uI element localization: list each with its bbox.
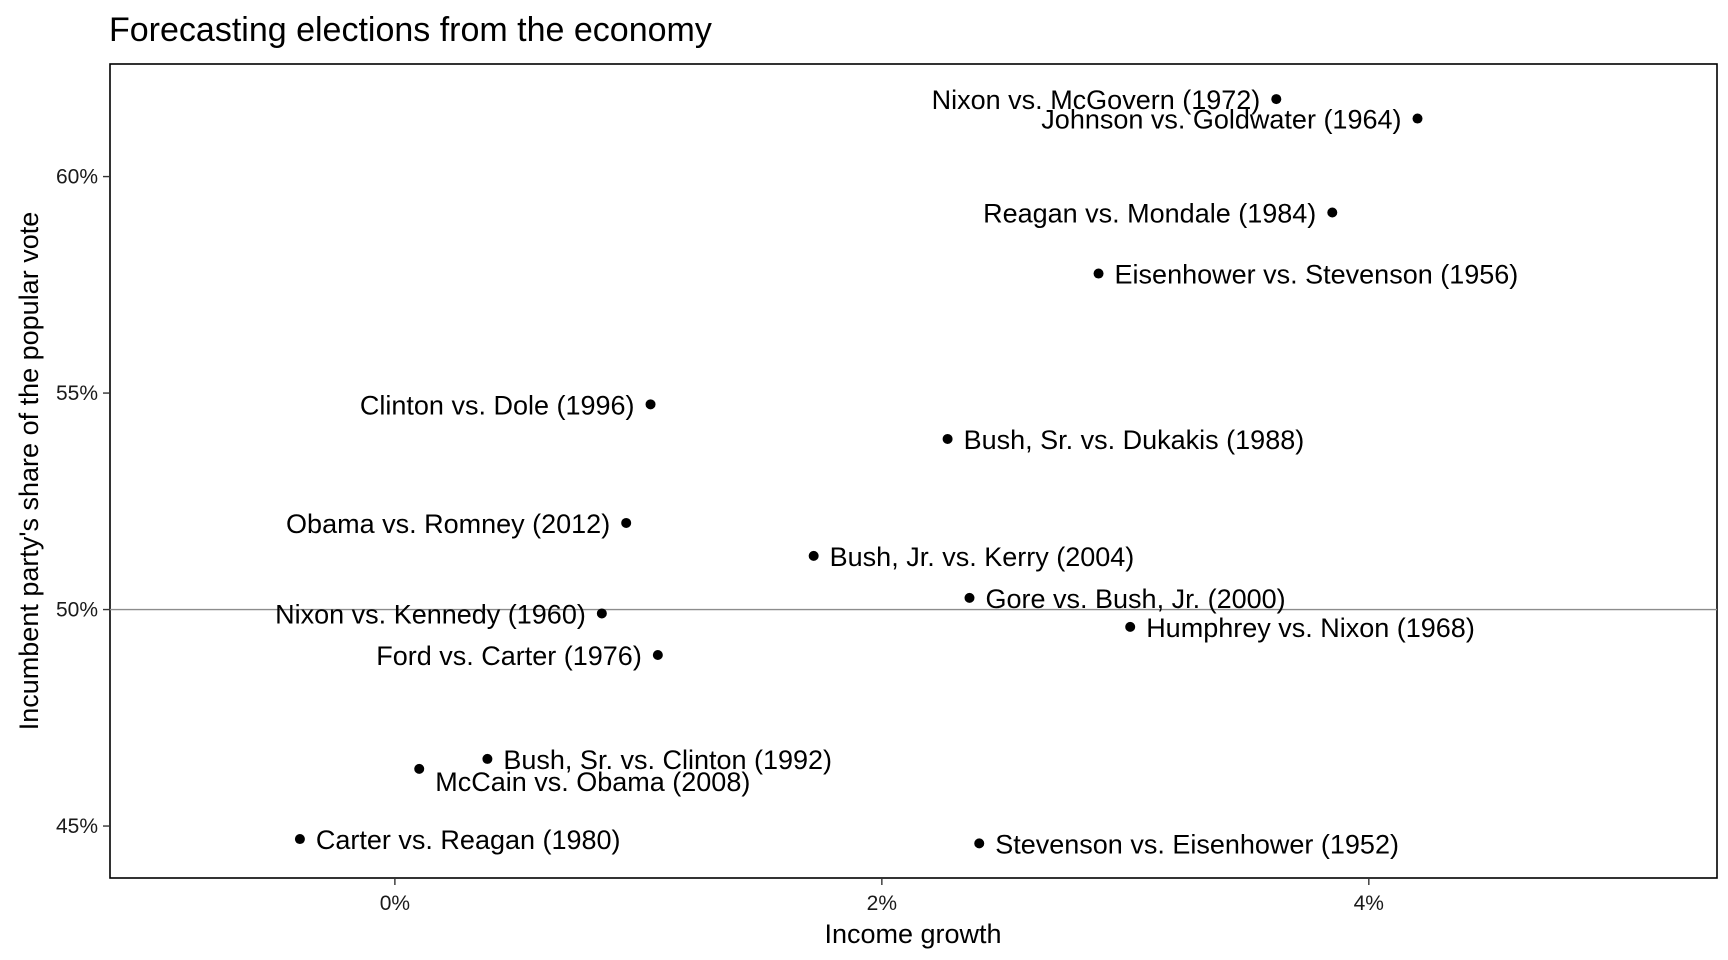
x-tick-label: 2% <box>867 892 897 915</box>
data-point <box>645 399 656 410</box>
point-label: McCain vs. Obama (2008) <box>435 767 750 797</box>
point-labels: Stevenson vs. Eisenhower (1952) Eisenhowe… <box>275 85 1518 859</box>
x-axis-title: Income growth <box>824 919 1001 949</box>
y-tick-label: 45% <box>56 815 98 838</box>
point-label: Carter vs. Reagan (1980) <box>316 825 621 855</box>
x-tick-label: 0% <box>380 892 410 915</box>
point-label: Obama vs. Romney (2012) <box>286 509 610 539</box>
data-point <box>621 517 632 528</box>
point-label: Eisenhower vs. Stevenson (1956) <box>1115 260 1519 290</box>
point-label: Reagan vs. Mondale (1984) <box>983 199 1316 229</box>
point-label: Gore vs. Bush, Jr. (2000) <box>986 584 1286 614</box>
point-label: Ford vs. Carter (1976) <box>376 641 642 671</box>
chart-title: Forecasting elections from the economy <box>109 11 712 49</box>
y-tick-label: 55% <box>56 382 98 405</box>
point-label: Johnson vs. Goldwater (1964) <box>1041 105 1401 135</box>
point-label: Bush, Sr. vs. Dukakis (1988) <box>964 425 1305 455</box>
x-tick-label: 4% <box>1354 892 1384 915</box>
data-point <box>1271 94 1282 105</box>
point-label: Bush, Jr. vs. Kerry (2004) <box>830 542 1135 572</box>
y-axis-title: Incumbent party's share of the popular v… <box>14 212 44 730</box>
point-label: Nixon vs. Kennedy (1960) <box>275 599 586 629</box>
y-tick-label: 60% <box>56 166 98 189</box>
plot-panel-border <box>109 63 1718 879</box>
data-point <box>1412 113 1423 124</box>
data-point <box>964 592 975 603</box>
point-label: Stevenson vs. Eisenhower (1952) <box>995 829 1399 859</box>
data-point <box>294 834 305 845</box>
point-label: Humphrey vs. Nixon (1968) <box>1146 613 1475 643</box>
data-point <box>942 433 953 444</box>
data-point <box>1125 621 1136 632</box>
data-point <box>482 753 493 764</box>
data-point <box>974 838 985 849</box>
data-point <box>1327 207 1338 218</box>
data-point <box>652 650 663 661</box>
data-point <box>808 550 819 561</box>
data-point <box>1093 268 1104 279</box>
point-label: Nixon vs. McGovern (1972) <box>932 85 1261 115</box>
axis-ticks: 0% 2% 4% 45% 50% 55% 60% <box>56 166 1384 915</box>
y-tick-label: 50% <box>56 599 98 622</box>
point-label: Clinton vs. Dole (1996) <box>360 390 635 420</box>
data-point <box>596 608 607 619</box>
data-point <box>414 763 425 774</box>
point-label: Bush, Sr. vs. Clinton (1992) <box>503 745 832 775</box>
data-points <box>294 94 1423 849</box>
